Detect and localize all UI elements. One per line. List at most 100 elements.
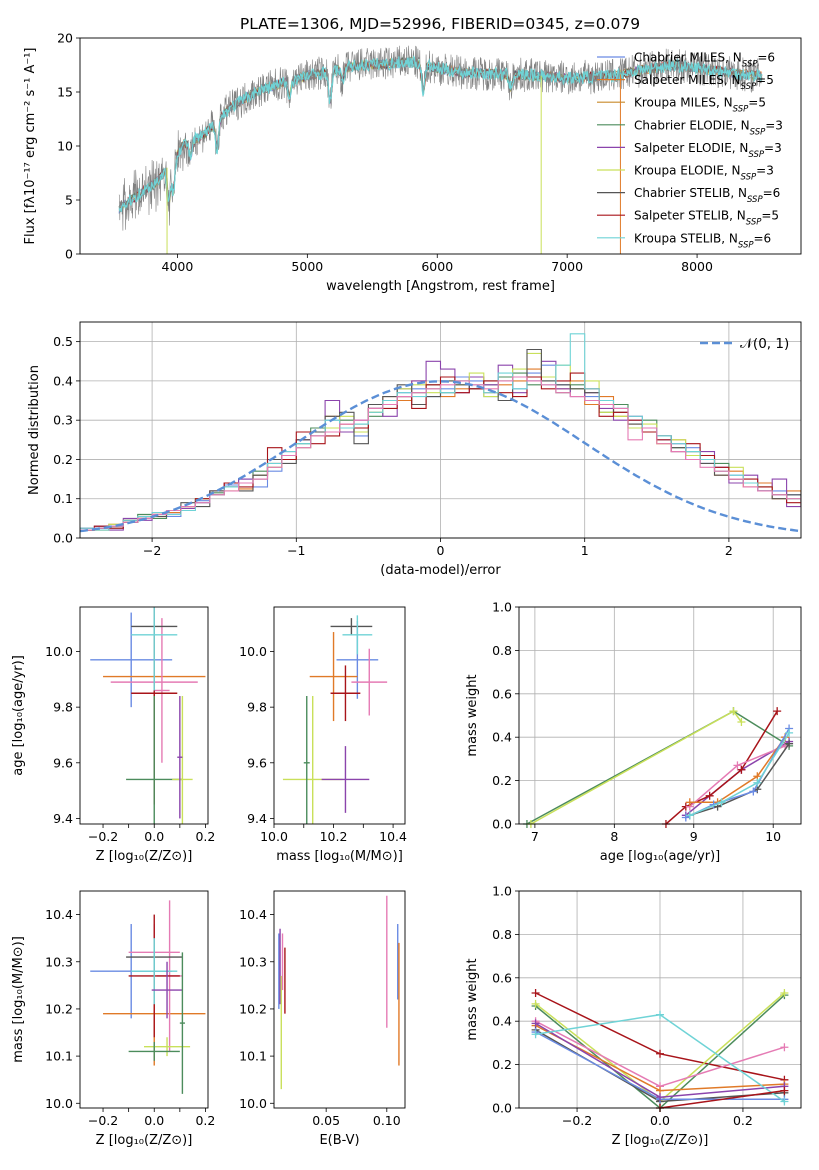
y-tick-label: 0.4 [53, 373, 73, 388]
panel-mass-weight-vs-Z: −0.2 0.0 0.2 0.0 0.2 0.4 0.6 0.8 1.0 Z [log₁₀(Z/Z… [465, 884, 802, 1148]
errorbar-point [90, 612, 173, 708]
y-tick-label: 9.6 [247, 755, 267, 770]
plot-area [118, 45, 763, 254]
axes-frame [273, 890, 406, 1109]
y-tick-label: 0.1 [53, 491, 73, 506]
x-axis-label: Z [log₁₀(Z/Z⊙)] [612, 1133, 709, 1148]
y-tick-label: 0.6 [492, 686, 512, 701]
y-axis-label: mass weight [465, 958, 480, 1040]
weight-line [689, 732, 790, 816]
errorbar-point [144, 1037, 191, 1057]
y-axis-label: age [log₁₀(age/yr)] [11, 655, 26, 776]
x-tick-label: 5000 [291, 259, 323, 274]
x-axis-label: E(B-V) [319, 1133, 359, 1148]
errorbar-point [151, 961, 183, 1019]
spectrum-data-line [118, 45, 763, 231]
y-tick-label: 20 [57, 31, 73, 46]
weight-marker [656, 1093, 664, 1102]
weight-marker [780, 1043, 789, 1052]
histogram-step-line [80, 333, 801, 531]
gaussian-curve [80, 380, 799, 533]
errorbar-point [131, 938, 178, 1005]
weight-marker [656, 1049, 664, 1058]
x-tick-label: 10 [765, 829, 781, 844]
y-tick-label: 0.2 [492, 773, 512, 788]
histogram-step-line [80, 372, 801, 531]
weight-marker [717, 798, 726, 807]
errorbar-point [172, 696, 193, 824]
x-axis-label: age [log₁₀(age/yr)] [600, 849, 721, 864]
x-tick-label: 6000 [421, 259, 453, 274]
y-tick-label: 10.4 [45, 907, 73, 922]
errorbar-point [342, 615, 373, 655]
y-tick-label: 0.0 [492, 1101, 512, 1116]
x-axis-label: wavelength [Angstrom, rest frame] [326, 279, 555, 294]
weight-line [526, 710, 790, 825]
axes-frame [518, 890, 802, 1109]
y-tick-label: 0.8 [492, 643, 512, 658]
axes-frame [273, 606, 406, 825]
legend-label: Chabrier STELIB, NSSP=6 [634, 186, 780, 205]
y-tick-label: 9.4 [53, 811, 73, 826]
legend-label: Salpeter ELODIE, NSSP=3 [634, 141, 782, 160]
y-tick-label: 10.0 [239, 644, 267, 659]
y-tick-label: 0.0 [492, 817, 512, 832]
weight-marker [737, 718, 746, 727]
legend-label: Salpeter MILES, NSSP=5 [634, 73, 774, 92]
y-tick-label: 15 [57, 85, 73, 100]
panel-age-vs-Z: −0.2 0.0 0.2 9.4 9.6 9.8 10.0 Z [log₁₀(Z/Z⊙)] ag… [11, 606, 215, 864]
weight-marker [753, 778, 762, 787]
legend-label: Chabrier ELODIE, NSSP=3 [634, 118, 783, 137]
x-tick-label: 0.0 [144, 1113, 164, 1128]
y-tick-label: 0.0 [53, 531, 73, 546]
y-tick-label: 1.0 [492, 600, 512, 615]
errorbar-point [351, 648, 388, 716]
errorbar-point [303, 696, 310, 824]
y-tick-label: 0.4 [492, 730, 512, 745]
y-axis-label: Flux [fλ10⁻¹⁷ erg cm⁻² s⁻¹ A⁻¹] [23, 48, 38, 245]
errorbar-point [131, 607, 178, 691]
plot-area [531, 988, 789, 1112]
x-tick-label: −0.2 [562, 1113, 592, 1128]
y-tick-label: 0.3 [53, 413, 73, 428]
y-tick-label: 9.8 [247, 700, 267, 715]
x-tick-label: 4000 [162, 259, 194, 274]
weight-marker [749, 787, 758, 796]
x-tick-label: −0.2 [88, 829, 118, 844]
x-axis-label: mass [log₁₀(M/M⊙)] [276, 849, 403, 864]
y-tick-label: 5 [65, 193, 73, 208]
axes-frame [79, 321, 802, 539]
x-tick-label: 8000 [681, 259, 713, 274]
weight-line [689, 743, 790, 817]
y-tick-label: 10 [57, 139, 73, 154]
plot-area [282, 615, 388, 824]
x-tick-label: 0.2 [195, 1113, 215, 1128]
weight-marker [531, 999, 540, 1008]
legend-label: 𝒩(0, 1) [740, 336, 789, 352]
x-tick-label: 0.2 [733, 1113, 753, 1128]
spectrum-model-line [118, 55, 763, 213]
y-tick-label: 10.0 [45, 1096, 73, 1111]
legend-label: Kroupa STELIB, NSSP=6 [634, 231, 771, 250]
weight-line [659, 1089, 785, 1109]
weight-marker [705, 791, 714, 800]
panel-spectrum: 4000 5000 6000 7000 8000 0 5 10 15 20 wavelength [… [23, 31, 802, 294]
histogram-step-line [80, 364, 801, 531]
x-axis-label: Z [log₁₀(Z/Z⊙)] [96, 1133, 193, 1148]
y-tick-label: 0.6 [492, 970, 512, 985]
axes-frame [79, 890, 209, 1109]
y-tick-label: 10.0 [45, 644, 73, 659]
y-tick-label: 0.5 [53, 334, 73, 349]
weight-marker [780, 1086, 789, 1095]
weight-marker [685, 798, 694, 807]
plot-area [90, 607, 206, 824]
weight-marker [785, 728, 794, 737]
axes-frame [518, 606, 802, 825]
y-tick-label: 9.4 [247, 811, 267, 826]
errorbar-point [321, 746, 370, 813]
x-tick-label: 2 [725, 543, 733, 558]
y-tick-label: 9.6 [53, 755, 73, 770]
y-axis-label: mass [log₁₀(M/M⊙)] [11, 936, 26, 1063]
